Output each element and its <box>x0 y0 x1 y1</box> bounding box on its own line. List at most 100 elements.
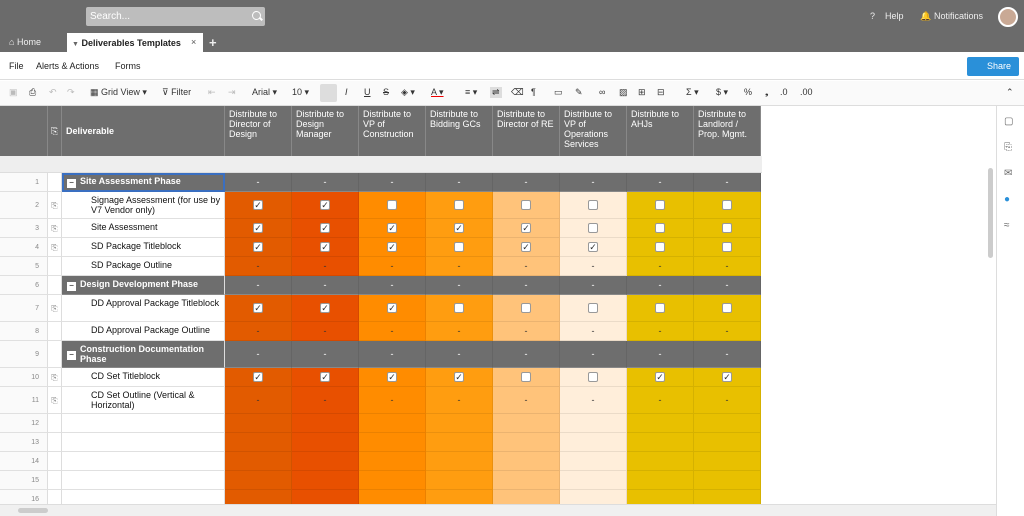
distribution-cell[interactable] <box>627 490 694 504</box>
chevron-down-icon[interactable]: ▼ <box>72 41 79 48</box>
distribution-cell[interactable] <box>560 471 627 490</box>
checkbox-unchecked[interactable] <box>722 199 732 210</box>
row-number[interactable]: 16 <box>0 490 48 504</box>
collapse-icon[interactable]: − <box>67 281 76 291</box>
distribution-cell[interactable] <box>627 219 694 238</box>
checkbox-checked[interactable]: ✓ <box>387 371 397 382</box>
checkbox-checked[interactable]: ✓ <box>320 199 330 210</box>
distribution-cell[interactable]: ✓ <box>292 192 359 219</box>
attachment-cell[interactable] <box>48 414 62 433</box>
distribution-cell[interactable]: - <box>627 341 694 368</box>
column-header-c5[interactable]: Distribute to Director of RE <box>493 106 560 156</box>
deliverable-cell[interactable] <box>62 471 225 490</box>
comments-icon[interactable]: ▢ <box>1004 116 1014 127</box>
distribution-cell[interactable] <box>426 452 493 471</box>
distribution-cell[interactable]: ✓ <box>359 368 426 387</box>
grid-view-button[interactable]: ▦ Grid View ▾ <box>90 87 147 97</box>
collapse-icon[interactable]: − <box>67 350 76 360</box>
distribution-cell[interactable]: - <box>426 322 493 341</box>
distribution-cell[interactable] <box>627 192 694 219</box>
distribution-cell[interactable]: - <box>426 387 493 414</box>
distribution-cell[interactable] <box>627 295 694 322</box>
attachments-icon[interactable]: ⎘ <box>1004 142 1012 153</box>
link-icon[interactable]: ∞ <box>599 87 606 97</box>
distribution-cell[interactable]: ✓ <box>560 238 627 257</box>
bell-icon[interactable]: 🔔 <box>920 11 932 21</box>
paperclip-icon[interactable]: ⎘ <box>51 395 58 405</box>
checkbox-unchecked[interactable] <box>521 302 531 313</box>
attachment-cell[interactable]: ⎘ <box>48 295 62 322</box>
attachment-cell[interactable] <box>48 471 62 490</box>
distribution-cell[interactable] <box>560 433 627 452</box>
deliverable-cell[interactable]: DD Approval Package Titleblock <box>62 295 225 322</box>
distribution-cell[interactable]: - <box>359 276 426 295</box>
distribution-cell[interactable] <box>225 414 292 433</box>
distribution-cell[interactable]: - <box>560 257 627 276</box>
decrease-decimal-button[interactable]: .0 <box>780 87 788 97</box>
distribution-cell[interactable] <box>493 368 560 387</box>
distribution-cell[interactable]: - <box>426 341 493 368</box>
distribution-cell[interactable] <box>560 219 627 238</box>
checkbox-checked[interactable]: ✓ <box>320 302 330 313</box>
attachment-cell[interactable]: ⎘ <box>48 238 62 257</box>
distribution-cell[interactable]: - <box>359 322 426 341</box>
distribution-cell[interactable] <box>426 238 493 257</box>
share-button[interactable]: Share <box>967 57 1019 76</box>
distribution-cell[interactable]: - <box>493 257 560 276</box>
distribution-cell[interactable] <box>426 471 493 490</box>
attachment-cell[interactable]: ⎘ <box>48 192 62 219</box>
checkbox-checked[interactable]: ✓ <box>320 222 330 233</box>
attachment-cell[interactable]: ⎘ <box>48 387 62 414</box>
percent-button[interactable]: % <box>744 87 753 97</box>
distribution-cell[interactable]: ✓ <box>292 295 359 322</box>
column-header-deliverable[interactable]: Deliverable <box>62 106 225 156</box>
checkbox-unchecked[interactable] <box>655 199 665 210</box>
distribution-cell[interactable]: ✓ <box>359 238 426 257</box>
row-number[interactable]: 15 <box>0 471 48 490</box>
tab-home[interactable]: ⌂ Home <box>9 37 41 47</box>
column-header-c6[interactable]: Distribute to VP of Operations Services <box>560 106 627 156</box>
row-number[interactable]: 10 <box>0 368 48 387</box>
row-number[interactable]: 14 <box>0 452 48 471</box>
checkbox-unchecked[interactable] <box>454 199 464 210</box>
distribution-cell[interactable] <box>292 414 359 433</box>
distribution-cell[interactable] <box>225 452 292 471</box>
checkbox-checked[interactable]: ✓ <box>454 222 464 233</box>
row-number[interactable]: 7 <box>0 295 48 322</box>
distribution-cell[interactable]: ✓ <box>426 219 493 238</box>
distribution-cell[interactable]: - <box>627 173 694 192</box>
collapse-toolbar-icon[interactable]: ⌃ <box>1006 87 1014 97</box>
checkbox-unchecked[interactable] <box>588 302 598 313</box>
row-number[interactable]: 8 <box>0 322 48 341</box>
collapse-icon[interactable]: − <box>67 178 76 188</box>
row-number[interactable]: 6 <box>0 276 48 295</box>
distribution-cell[interactable]: - <box>426 276 493 295</box>
column-header-c7[interactable]: Distribute to AHJs <box>627 106 694 156</box>
paperclip-icon[interactable]: ⎘ <box>51 223 58 233</box>
checkbox-checked[interactable]: ✓ <box>253 199 263 210</box>
checkbox-checked[interactable]: ✓ <box>454 371 464 382</box>
activity-log-icon[interactable]: ≈ <box>1004 220 1010 231</box>
checkbox-checked[interactable]: ✓ <box>521 241 531 252</box>
distribution-cell[interactable] <box>292 433 359 452</box>
distribution-cell[interactable] <box>493 471 560 490</box>
distribution-cell[interactable]: - <box>426 173 493 192</box>
distribution-cell[interactable] <box>627 433 694 452</box>
image-icon[interactable]: ▨ <box>619 87 628 97</box>
distribution-cell[interactable] <box>426 490 493 504</box>
column-header-c2[interactable]: Distribute to Design Manager <box>292 106 359 156</box>
checkbox-unchecked[interactable] <box>387 199 397 210</box>
distribution-cell[interactable]: - <box>292 257 359 276</box>
distribution-cell[interactable]: - <box>359 257 426 276</box>
distribution-cell[interactable]: - <box>694 276 761 295</box>
checkbox-unchecked[interactable] <box>454 302 464 313</box>
avatar[interactable] <box>998 7 1018 27</box>
distribution-cell[interactable]: ✓ <box>292 368 359 387</box>
checkbox-checked[interactable]: ✓ <box>253 222 263 233</box>
distribution-cell[interactable] <box>627 238 694 257</box>
attachment-cell[interactable] <box>48 433 62 452</box>
distribution-cell[interactable] <box>694 295 761 322</box>
filter-button[interactable]: ⊽ Filter <box>162 87 191 98</box>
distribution-cell[interactable]: - <box>560 387 627 414</box>
phase-row-name[interactable]: − Construction Documentation Phase <box>62 341 225 368</box>
